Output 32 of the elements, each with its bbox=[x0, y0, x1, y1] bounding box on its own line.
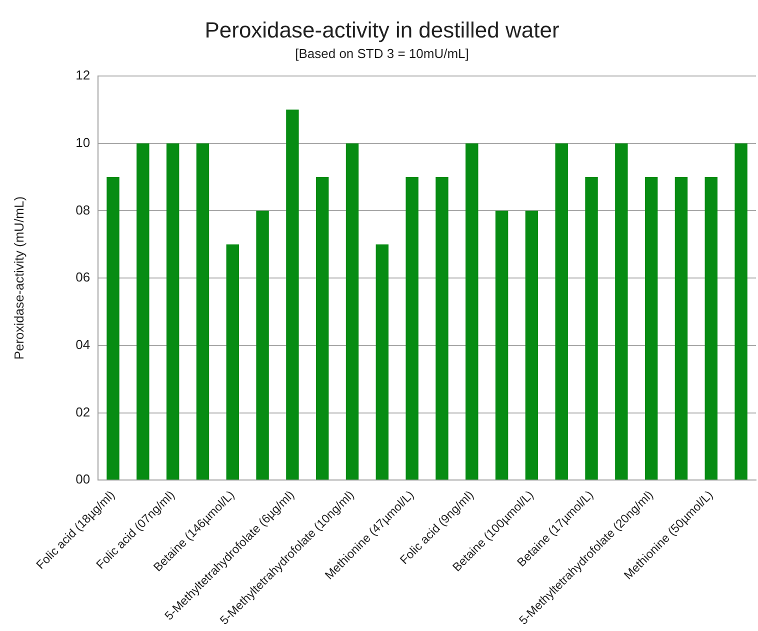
y-axis-title: Peroxidase-activity (mU/mL) bbox=[11, 196, 26, 360]
bar bbox=[495, 210, 508, 480]
bar bbox=[226, 244, 239, 480]
bar bbox=[436, 177, 448, 480]
bar bbox=[615, 143, 628, 480]
bar bbox=[166, 143, 180, 480]
bar bbox=[346, 143, 359, 480]
chart-title: Peroxidase-activity in destilled water bbox=[204, 17, 560, 42]
bar bbox=[136, 143, 150, 480]
bar bbox=[286, 110, 299, 480]
y-tick-label: 00 bbox=[76, 472, 90, 487]
y-tick-label: 08 bbox=[76, 202, 90, 218]
bar bbox=[704, 177, 718, 480]
bar bbox=[106, 177, 120, 480]
y-tick-label: 06 bbox=[76, 270, 90, 285]
bar bbox=[585, 177, 598, 480]
bar bbox=[734, 143, 748, 480]
y-tick-label: 02 bbox=[76, 404, 90, 420]
bar bbox=[196, 143, 210, 480]
y-tick-label: 12 bbox=[76, 68, 90, 83]
bar bbox=[406, 177, 418, 480]
y-tick-label: 10 bbox=[76, 134, 90, 150]
bar bbox=[525, 210, 538, 480]
chart-subtitle: [Based on STD 3 = 10mU/mL] bbox=[295, 46, 469, 61]
bar bbox=[555, 143, 568, 480]
bar bbox=[256, 210, 269, 480]
bar bbox=[316, 177, 329, 480]
bar bbox=[674, 177, 688, 480]
bar bbox=[644, 177, 658, 480]
bar bbox=[376, 244, 389, 480]
bar bbox=[466, 143, 478, 480]
y-tick-label: 04 bbox=[76, 336, 90, 352]
